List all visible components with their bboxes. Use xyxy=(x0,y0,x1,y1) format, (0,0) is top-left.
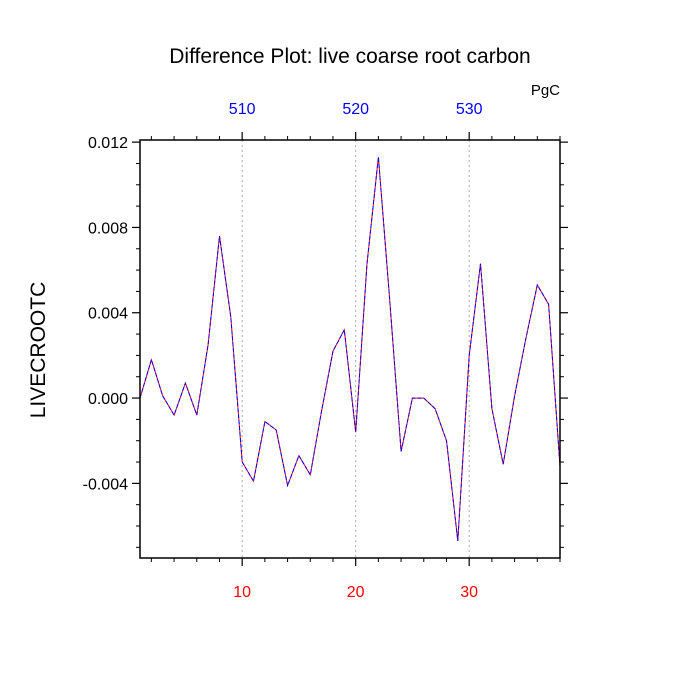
y-tick-label: 0.000 xyxy=(88,391,128,408)
data-lines xyxy=(139,157,561,541)
x-tick-label-bottom: 30 xyxy=(460,584,478,601)
x-tick-label-top: 510 xyxy=(229,101,256,118)
y-tick-label: 0.004 xyxy=(88,306,128,323)
x-tick-label-top: 520 xyxy=(342,101,369,118)
y-tick-label: -0.004 xyxy=(83,476,128,493)
series-line-red xyxy=(139,157,561,541)
y-axis-label: LIVECROOTC xyxy=(27,282,50,419)
plot-frame xyxy=(139,139,561,559)
x-tick-label-top: 530 xyxy=(456,101,483,118)
x-tick-label-bottom: 20 xyxy=(347,584,365,601)
y-tick-label: 0.008 xyxy=(88,220,128,237)
chart-title: Difference Plot: live coarse root carbon xyxy=(169,45,530,68)
series-line-blue-dashed xyxy=(139,157,561,541)
grid-lines xyxy=(241,140,470,558)
x-tick-label-bottom: 10 xyxy=(233,584,251,601)
axis-ticks xyxy=(132,132,568,566)
units-label: PgC xyxy=(531,82,560,99)
y-tick-label: 0.012 xyxy=(88,135,128,152)
tick-labels: 0.012 0.008 0.004 0.000 -0.004 10 510 20 520 30 53… xyxy=(83,101,483,601)
